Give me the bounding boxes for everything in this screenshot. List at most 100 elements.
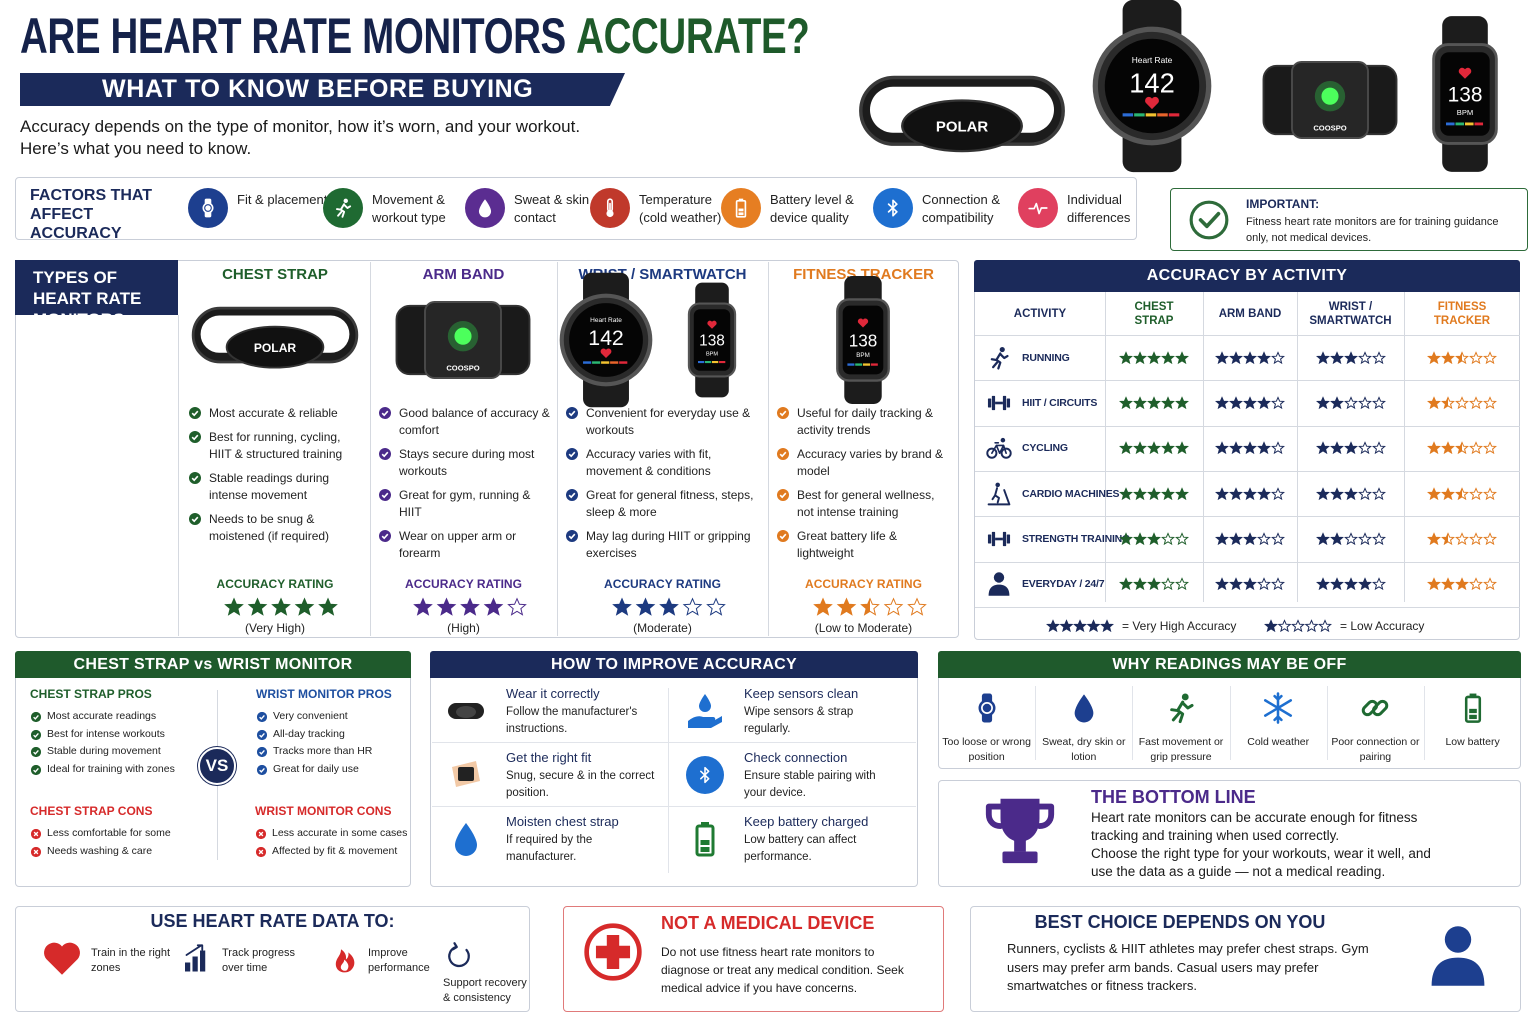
star-fill	[1216, 442, 1228, 454]
shape	[991, 531, 996, 546]
star-outline	[1243, 532, 1257, 546]
star-outline	[1175, 486, 1189, 500]
shape	[33, 732, 39, 738]
star-fill	[860, 598, 870, 615]
shape	[1291, 61, 1369, 139]
star-fill	[1330, 578, 1343, 590]
bullet-icon	[566, 530, 578, 542]
star-fill	[612, 598, 631, 615]
star	[1316, 578, 1329, 590]
group-item: All-day tracking	[256, 726, 426, 744]
star-outline	[1329, 441, 1344, 455]
shape	[191, 410, 199, 417]
star-fill	[1428, 397, 1440, 409]
star	[1428, 578, 1440, 590]
star-outline	[1483, 396, 1497, 410]
star	[1120, 533, 1132, 544]
shape	[987, 534, 992, 544]
rating-heading: ACCURACY RATING	[405, 577, 522, 591]
star-fill	[1344, 488, 1357, 499]
star-outline	[635, 597, 655, 616]
star	[484, 598, 502, 615]
icon	[988, 572, 1010, 596]
shape	[1000, 438, 1006, 443]
star-rating	[1215, 486, 1285, 500]
bullet-icon	[777, 530, 789, 542]
star	[1428, 533, 1440, 544]
star-fill	[1120, 442, 1132, 454]
shape	[189, 472, 201, 484]
intro-line: Accuracy depends on the type of monitor,…	[20, 117, 581, 136]
star	[1176, 442, 1188, 454]
type-point: Stable readings during intense movement	[189, 470, 365, 504]
star-outline	[1329, 577, 1344, 591]
off-label: Too loose or wrong position	[942, 736, 1031, 763]
star-outline	[1329, 532, 1344, 546]
table-rule	[1203, 292, 1204, 602]
bullet-icon	[566, 407, 578, 419]
divider	[1229, 686, 1231, 760]
divider	[178, 315, 179, 636]
star-outline	[1271, 441, 1285, 455]
use-title: USE HEART RATE DATA TO:	[150, 911, 395, 931]
star-outline	[1243, 396, 1257, 410]
star-outline	[1277, 619, 1292, 633]
star	[1442, 397, 1448, 409]
screen-unit: BPM	[1457, 108, 1473, 117]
star-outline	[247, 597, 268, 616]
activity-name: CARDIO MACHINES	[1022, 487, 1120, 500]
shape	[258, 831, 264, 837]
star-outline	[1371, 396, 1386, 410]
star-outline	[1086, 619, 1101, 633]
type-name: FITNESS TRACKER	[793, 266, 934, 283]
shape	[1074, 694, 1094, 723]
star-fill	[1134, 578, 1146, 590]
shape	[859, 75, 1065, 146]
activity-name: HIIT / CIRCUITS	[1022, 396, 1098, 409]
star	[1330, 533, 1343, 544]
star-rating	[1119, 350, 1189, 364]
star-fill	[1316, 578, 1329, 590]
type-point: Wear on upper arm or forearm	[379, 528, 552, 562]
star	[659, 598, 678, 615]
table-header-cell: WRIST / SMARTWATCH	[1297, 292, 1404, 335]
star-rating	[1215, 441, 1285, 455]
shape	[568, 451, 576, 458]
star	[1265, 620, 1277, 632]
star-fill	[1230, 533, 1242, 544]
brand-label: POLAR	[936, 119, 988, 136]
star	[1176, 488, 1188, 499]
icon	[335, 949, 355, 973]
star-outline	[459, 597, 480, 616]
group-item: Tracks more than HR	[256, 743, 426, 761]
star	[413, 598, 432, 615]
star	[1428, 397, 1440, 409]
star-outline	[1318, 619, 1332, 633]
star-fill	[1047, 620, 1059, 632]
best-title: BEST CHOICE DEPENDS ON YOU	[1034, 912, 1326, 932]
star	[1216, 352, 1228, 363]
star-outline	[1469, 350, 1483, 364]
star	[860, 598, 870, 615]
shape	[259, 750, 265, 755]
shape	[1468, 714, 1477, 720]
star-outline	[1119, 532, 1133, 546]
shape	[458, 767, 474, 781]
best-text: Runners, cyclists & HIIT athletes may pr…	[1007, 941, 1369, 993]
use-item: Track progress over time	[222, 947, 295, 974]
table-rule	[1105, 292, 1106, 602]
star	[1244, 533, 1256, 544]
table-header-cell: ARM BAND	[1203, 292, 1297, 335]
title-end: ACCURATE?	[576, 8, 810, 64]
icon	[323, 188, 363, 228]
shape	[987, 486, 1011, 505]
shape	[1145, 96, 1159, 110]
star-outline	[836, 597, 856, 616]
shape	[259, 732, 265, 738]
group-item: Stable during movement	[30, 743, 200, 761]
factor-label: Fit & placement	[237, 192, 328, 207]
star-outline	[1315, 350, 1330, 364]
group-item: Ideal for training with zones	[30, 761, 200, 779]
shape	[999, 346, 1005, 352]
star-outline	[1229, 577, 1243, 591]
